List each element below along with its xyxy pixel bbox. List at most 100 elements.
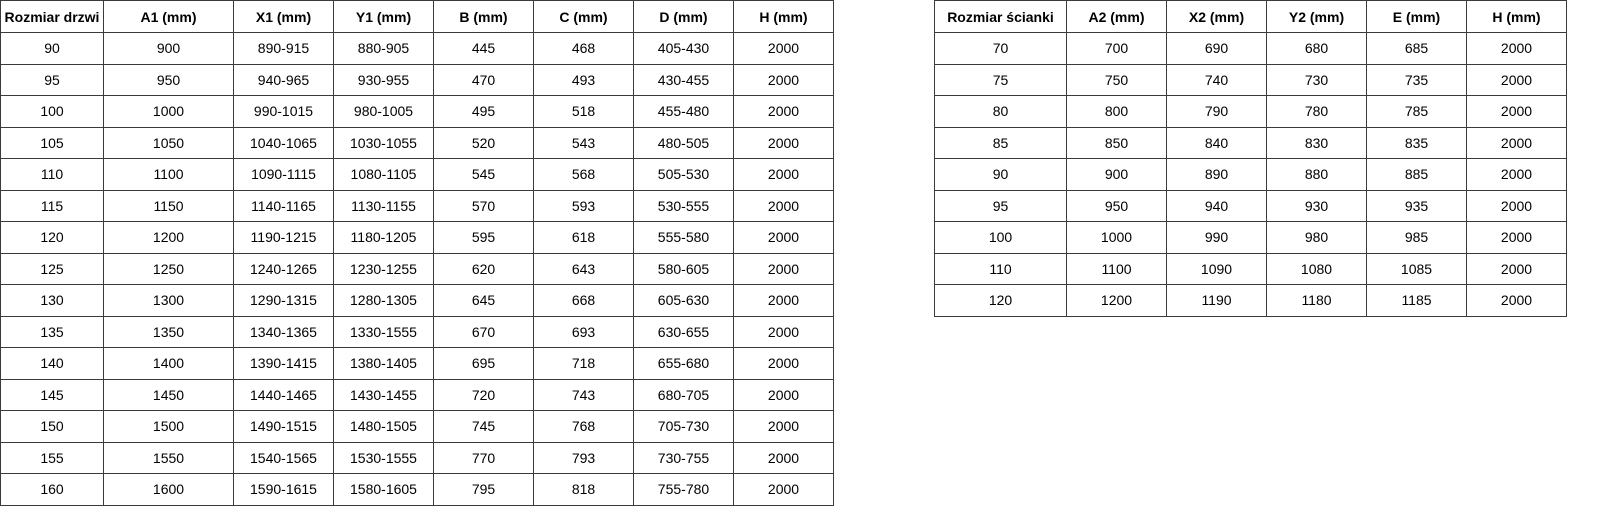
column-header: A2 (mm) — [1066, 0, 1167, 33]
table-cell: 1430-1455 — [333, 378, 434, 411]
header-row: Rozmiar ścianki A2 (mm) X2 (mm) Y2 (mm) E (m… — [934, 0, 1567, 33]
table-cell: 90 — [934, 158, 1067, 191]
table-cell: 930 — [1266, 189, 1367, 222]
table-cell: 680 — [1266, 32, 1367, 65]
table-cell: 693 — [533, 315, 634, 348]
table-cell: 1530-1555 — [333, 441, 434, 474]
table-cell: 2000 — [733, 158, 834, 191]
table-cell: 480-505 — [633, 126, 734, 159]
table-cell: 840 — [1166, 126, 1267, 159]
table-cell: 2000 — [1466, 126, 1567, 159]
table-cell: 470 — [433, 63, 534, 96]
table-row: 160 1600 1590-1615 1580-1605 795 818 755-780 20… — [0, 473, 834, 506]
table-cell: 695 — [433, 347, 534, 380]
table-cell: 1250 — [103, 252, 234, 285]
table-cell: 543 — [533, 126, 634, 159]
table-row: 85 850 840 830 835 2000 — [934, 126, 1567, 159]
table-cell: 80 — [934, 95, 1067, 128]
table-cell: 105 — [0, 126, 104, 159]
table-cell: 2000 — [733, 284, 834, 317]
column-header: Y2 (mm) — [1266, 0, 1367, 33]
table-cell: 125 — [0, 252, 104, 285]
table-cell: 100 — [0, 95, 104, 128]
table-cell: 95 — [934, 189, 1067, 222]
table-row: 135 1350 1340-1365 1330-1555 670 693 630-655 20… — [0, 315, 834, 348]
table-cell: 935 — [1366, 189, 1467, 222]
column-header: Y1 (mm) — [333, 0, 434, 33]
table-cell: 1500 — [103, 410, 234, 443]
table-cell: 1400 — [103, 347, 234, 380]
table-cell: 793 — [533, 441, 634, 474]
table-cell: 2000 — [733, 32, 834, 65]
table-cell: 1190 — [1166, 284, 1267, 317]
table-cell: 1350 — [103, 315, 234, 348]
table-cell: 643 — [533, 252, 634, 285]
table-cell: 720 — [433, 378, 534, 411]
table-row: 90 900 890 880 885 2000 — [934, 158, 1567, 191]
table-cell: 620 — [433, 252, 534, 285]
table-cell: 115 — [0, 189, 104, 222]
table-cell: 605-630 — [633, 284, 734, 317]
table-cell: 120 — [0, 221, 104, 254]
table-cell: 2000 — [733, 315, 834, 348]
table-row: 150 1500 1490-1515 1480-1505 745 768 705-730 20… — [0, 410, 834, 443]
column-header: E (mm) — [1366, 0, 1467, 33]
table-cell: 750 — [1066, 63, 1167, 96]
column-header: D (mm) — [633, 0, 734, 33]
table-cell: 645 — [433, 284, 534, 317]
table-cell: 1550 — [103, 441, 234, 474]
table-row: 110 1100 1090-1115 1080-1105 545 568 505-530 20… — [0, 158, 834, 191]
table-row: 110 1100 1090 1080 1085 2000 — [934, 252, 1567, 285]
table-cell: 1090 — [1166, 252, 1267, 285]
table-cell: 2000 — [1466, 63, 1567, 96]
table-cell: 940 — [1166, 189, 1267, 222]
table-cell: 430-455 — [633, 63, 734, 96]
table-cell: 580-605 — [633, 252, 734, 285]
table-cell: 680-705 — [633, 378, 734, 411]
table-cell: 2000 — [733, 473, 834, 506]
table-cell: 595 — [433, 221, 534, 254]
table-cell: 2000 — [733, 410, 834, 443]
table-cell: 940-965 — [233, 63, 334, 96]
table-cell: 2000 — [733, 189, 834, 222]
table-cell: 405-430 — [633, 32, 734, 65]
table-row: 155 1550 1540-1565 1530-1555 770 793 730-755 20… — [0, 441, 834, 474]
table-row: 120 1200 1190 1180 1185 2000 — [934, 284, 1567, 317]
table-cell: 520 — [433, 126, 534, 159]
table-cell: 1100 — [1066, 252, 1167, 285]
table-cell: 100 — [934, 221, 1067, 254]
door-size-table: Rozmiar drzwi A1 (mm) X1 (mm) Y1 (mm) B (mm)… — [0, 0, 834, 506]
table-cell: 770 — [433, 441, 534, 474]
column-header: Rozmiar ścianki — [934, 0, 1067, 33]
column-header: X1 (mm) — [233, 0, 334, 33]
table-cell: 950 — [1066, 189, 1167, 222]
table-cell: 700 — [1066, 32, 1167, 65]
wall-size-table: Rozmiar ścianki A2 (mm) X2 (mm) Y2 (mm) E (m… — [934, 0, 1567, 317]
table-cell: 1050 — [103, 126, 234, 159]
table-cell: 2000 — [1466, 252, 1567, 285]
table-cell: 568 — [533, 158, 634, 191]
table-cell: 1180-1205 — [333, 221, 434, 254]
table-cell: 1140-1165 — [233, 189, 334, 222]
table-cell: 835 — [1366, 126, 1467, 159]
table-cell: 1100 — [103, 158, 234, 191]
table-cell: 2000 — [733, 126, 834, 159]
table-cell: 120 — [934, 284, 1067, 317]
table-row: 125 1250 1240-1265 1230-1255 620 643 580-605 20… — [0, 252, 834, 285]
table-cell: 1200 — [103, 221, 234, 254]
table-cell: 743 — [533, 378, 634, 411]
table-cell: 1040-1065 — [233, 126, 334, 159]
table-cell: 130 — [0, 284, 104, 317]
column-header: Rozmiar drzwi — [0, 0, 104, 33]
table-cell: 455-480 — [633, 95, 734, 128]
table-cell: 890-915 — [233, 32, 334, 65]
table-cell: 90 — [0, 32, 104, 65]
table-cell: 1240-1265 — [233, 252, 334, 285]
table-cell: 980 — [1266, 221, 1367, 254]
table-row: 100 1000 990 980 985 2000 — [934, 221, 1567, 254]
table-cell: 155 — [0, 441, 104, 474]
table-cell: 2000 — [733, 221, 834, 254]
table-cell: 140 — [0, 347, 104, 380]
table-cell: 780 — [1266, 95, 1367, 128]
table-row: 100 1000 990-1015 980-1005 495 518 455-480 2000 — [0, 95, 834, 128]
